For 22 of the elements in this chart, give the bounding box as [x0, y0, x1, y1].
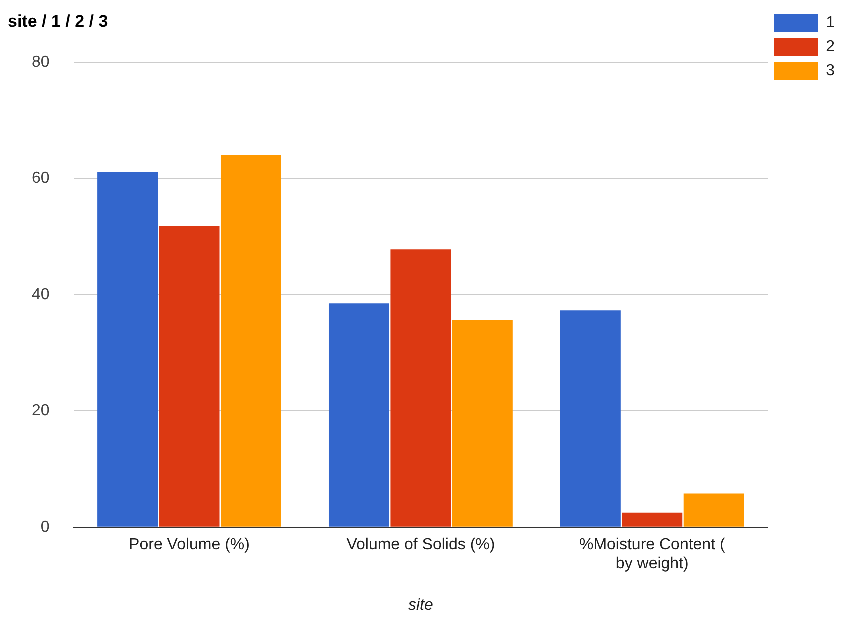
y-tick-label: 0	[40, 518, 50, 536]
bar	[684, 494, 744, 527]
legend-label: 1	[826, 14, 836, 32]
bar	[560, 310, 621, 527]
y-tick-label: 40	[32, 286, 50, 304]
bar	[159, 226, 220, 527]
bar	[98, 172, 158, 527]
bar	[390, 250, 452, 527]
x-tick-label: Pore Volume (%)	[129, 536, 250, 554]
y-tick-label: 20	[32, 402, 50, 420]
bar	[220, 155, 282, 527]
bar	[622, 512, 683, 527]
x-tick-label: Volume of Solids (%)	[346, 536, 496, 554]
x-axis-title: site	[408, 596, 434, 614]
bar	[452, 320, 513, 527]
y-tick-label: 80	[32, 54, 50, 71]
chart-title: site / 1 / 2 / 3	[8, 12, 108, 31]
y-tick-label: 60	[32, 170, 50, 188]
legend-label: 3	[826, 62, 836, 80]
bar	[328, 304, 390, 527]
legend-label: 2	[826, 38, 836, 56]
x-tick-label: %Moisture Content ( by weight)	[579, 536, 726, 573]
